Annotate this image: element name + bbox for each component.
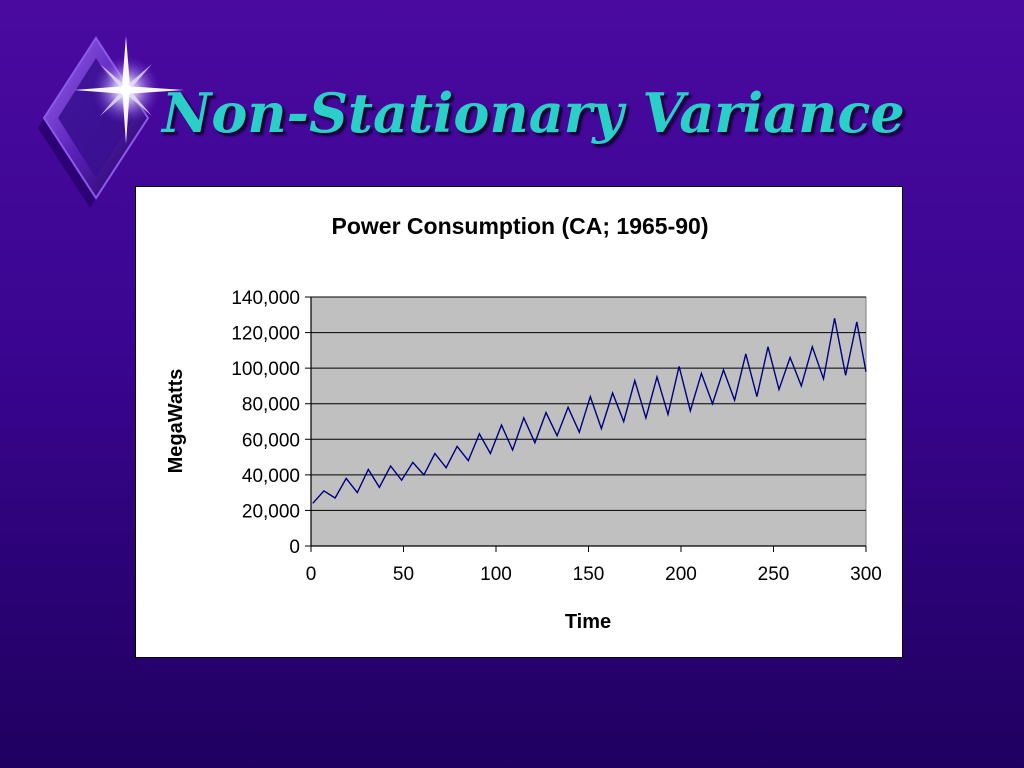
slide-title: Non-Stationary Variance — [162, 81, 905, 145]
power-consumption-chart: Power Consumption (CA; 1965-90) 0 20,000 4… — [165, 213, 882, 633]
y-tick-label: 0 — [289, 537, 300, 558]
y-tick-label: 80,000 — [242, 395, 300, 416]
chart-title: Power Consumption (CA; 1965-90) — [332, 213, 709, 239]
x-tick-label: 50 — [393, 564, 414, 585]
y-tick-label: 140,000 — [231, 288, 300, 309]
y-tick-label: 40,000 — [242, 466, 300, 487]
plot-area — [310, 296, 867, 547]
x-axis-ticks: 0 50 100 150 200 250 300 — [306, 546, 882, 585]
y-tick-label: 100,000 — [231, 359, 300, 380]
y-tick-label: 120,000 — [231, 324, 300, 345]
x-tick-label: 150 — [573, 564, 605, 585]
x-tick-label: 250 — [758, 564, 790, 585]
x-axis-label: Time — [565, 611, 611, 633]
y-axis-label: MegaWatts — [165, 369, 187, 474]
chart-frame: Power Consumption (CA; 1965-90) 0 20,000 4… — [135, 186, 903, 658]
series-line-power — [312, 318, 867, 504]
x-tick-label: 100 — [480, 564, 512, 585]
x-tick-label: 0 — [306, 564, 317, 585]
y-tick-label: 60,000 — [242, 430, 300, 451]
y-axis-ticks: 0 20,000 40,000 60,000 80,000 100,000 120,000 1… — [231, 288, 311, 558]
x-tick-label: 200 — [665, 564, 697, 585]
y-tick-label: 20,000 — [242, 501, 300, 522]
sparkle-diamond-icon — [14, 18, 204, 218]
x-tick-label: 300 — [850, 564, 882, 585]
